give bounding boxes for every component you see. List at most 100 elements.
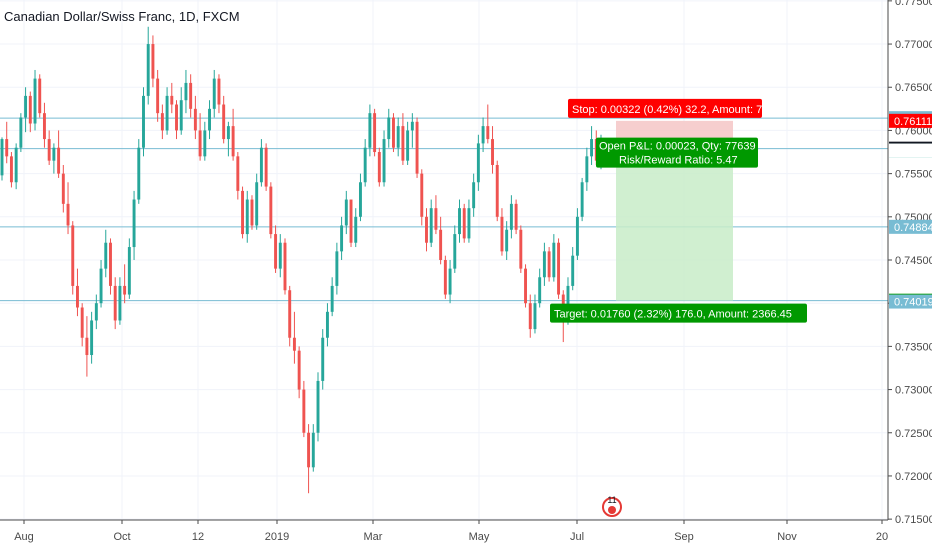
- candle-body: [514, 203, 518, 230]
- candle-body: [580, 182, 584, 217]
- pl-label: Open P&L: 0.00023, Qty: 77639: [599, 141, 756, 153]
- candle-body: [458, 208, 461, 235]
- time-tick-label: Nov: [777, 531, 797, 543]
- event-count: 11: [607, 495, 616, 505]
- candle-body: [259, 147, 263, 183]
- candle-body: [349, 199, 353, 243]
- candle-body: [283, 242, 287, 291]
- candle-body: [245, 199, 249, 235]
- candle-body: [226, 126, 230, 140]
- time-tick-label: 20: [876, 531, 888, 543]
- candle-body: [406, 130, 410, 161]
- candle-body: [519, 229, 523, 269]
- price-tick-label: 0.77500: [895, 0, 932, 8]
- candle-body: [264, 147, 268, 187]
- time-tick-label: 2019: [265, 531, 289, 543]
- candle-body: [288, 290, 292, 338]
- candle-body: [528, 303, 532, 330]
- price-tag-label: 0.74884: [894, 222, 932, 234]
- candle-body: [330, 285, 334, 312]
- candle-body: [387, 117, 391, 140]
- candle-body: [509, 203, 513, 230]
- candle-body: [222, 104, 226, 140]
- candle-body: [189, 82, 193, 109]
- time-axis-bg: [0, 520, 888, 550]
- candle-body: [590, 139, 594, 157]
- price-tag[interactable]: [889, 113, 932, 128]
- candle-body: [571, 255, 575, 286]
- price-tick-label: 0.75500: [895, 169, 932, 181]
- candle-body: [19, 117, 23, 148]
- candle-body: [495, 164, 499, 217]
- candle-body: [123, 285, 127, 295]
- candle-body: [344, 199, 348, 226]
- event-marker[interactable]: 11: [602, 495, 622, 517]
- stop-label-box: [568, 98, 762, 118]
- candle-body: [443, 260, 447, 295]
- candle-body: [241, 190, 245, 235]
- candle-body: [203, 130, 207, 157]
- candle-body: [500, 216, 504, 252]
- candle-body: [439, 229, 443, 260]
- candle-body: [0, 139, 4, 176]
- candle-body: [448, 268, 452, 295]
- price-tag[interactable]: [889, 294, 932, 309]
- candle-body: [373, 113, 377, 153]
- stop-label: Stop: 0.00322 (0.42%) 32.2, Amount: 750: [572, 104, 774, 116]
- candle-body: [160, 113, 164, 131]
- target-label: Target: 0.01760 (2.32%) 176.0, Amount: 2…: [554, 309, 792, 321]
- candle-body: [137, 147, 141, 200]
- candle-body: [585, 156, 589, 183]
- price-axis[interactable]: 0.775000.770000.765000.760000.755000.750…: [887, 0, 932, 550]
- price-tag[interactable]: [889, 219, 932, 234]
- candle-body: [146, 44, 150, 96]
- target-zone[interactable]: [616, 148, 733, 301]
- candle-body: [156, 78, 160, 114]
- price-tag[interactable]: [889, 143, 932, 158]
- candle-body: [429, 208, 433, 243]
- candle-body: [94, 303, 98, 321]
- candle-body: [278, 242, 282, 269]
- candle-body: [557, 242, 561, 295]
- candle-body: [9, 156, 13, 183]
- candle-body: [42, 113, 46, 140]
- candle-body: [354, 216, 358, 243]
- price-tick-label: 0.72500: [895, 428, 932, 440]
- candle-body: [377, 152, 381, 183]
- candle-body: [325, 311, 329, 338]
- candle-body: [76, 285, 79, 308]
- candle-body: [85, 337, 89, 356]
- candle-body: [307, 432, 311, 468]
- candle-body: [524, 268, 527, 304]
- candle-body: [66, 203, 70, 226]
- candle-body: [198, 130, 202, 157]
- candle-body: [401, 126, 405, 161]
- candle-body: [57, 147, 61, 174]
- candle-body: [170, 95, 174, 105]
- candle-body: [311, 432, 315, 468]
- candle-body: [179, 100, 183, 131]
- time-tick-label: Mar: [364, 531, 383, 543]
- candle-body: [33, 78, 37, 124]
- candle-body: [533, 303, 537, 330]
- candle-body: [90, 320, 94, 356]
- time-tick-label: 12: [192, 531, 204, 543]
- candle-body: [236, 156, 240, 191]
- candle-body: [420, 173, 424, 217]
- candle-body: [547, 251, 551, 278]
- candle-body: [151, 44, 155, 79]
- candle-body: [434, 208, 438, 230]
- candle-body: [274, 234, 278, 269]
- candle-body: [575, 216, 579, 256]
- candle-body: [538, 277, 542, 304]
- candle-body: [28, 95, 32, 124]
- candle-body: [61, 173, 65, 204]
- candle-body: [453, 234, 457, 269]
- candle-body: [472, 182, 476, 209]
- candle-body: [113, 285, 117, 321]
- time-axis[interactable]: Aug Oct 12 2019 Mar May Jul Sep Nov 20: [0, 519, 888, 550]
- pl-label-box: [596, 137, 758, 168]
- candle-body: [392, 117, 395, 148]
- candle-body: [118, 285, 122, 321]
